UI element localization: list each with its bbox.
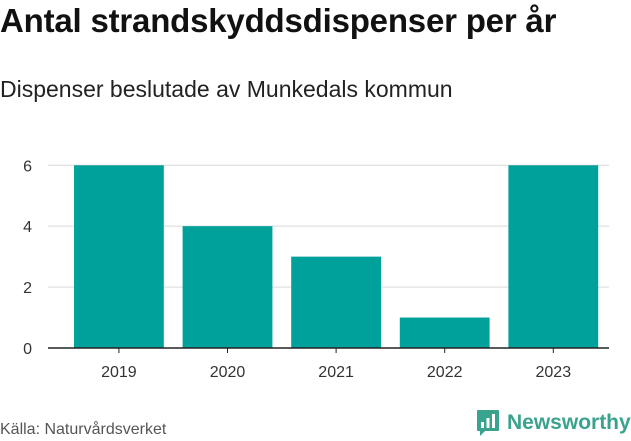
bar [291,256,382,348]
x-tick-label: 2023 [536,364,572,381]
newsworthy-chart-icon [477,410,499,436]
newsworthy-logo: Newsworthy [476,405,631,441]
chart-subtitle: Dispenser beslutade av Munkedals kommun [0,76,453,102]
bar [508,165,599,348]
x-tick-label: 2020 [210,364,246,381]
bar [182,226,273,348]
x-tick-label: 2019 [101,364,137,381]
brand-name: Newsworthy [507,411,631,434]
y-tick-label: 0 [23,341,32,358]
bar-chart: 0 2 4 6 2019 2020 2021 2022 2023 [23,158,609,381]
y-tick-label: 4 [23,219,32,236]
x-tick-label: 2022 [427,364,463,381]
bar [74,165,164,348]
source-note: Källa: Naturvårdsverket [0,421,167,438]
y-tick-label: 6 [23,158,32,175]
bar [399,317,490,348]
x-tick-label: 2021 [318,364,354,381]
y-tick-label: 2 [23,280,32,297]
chart-title: Antal strandskyddsdispenser per år [0,2,557,39]
